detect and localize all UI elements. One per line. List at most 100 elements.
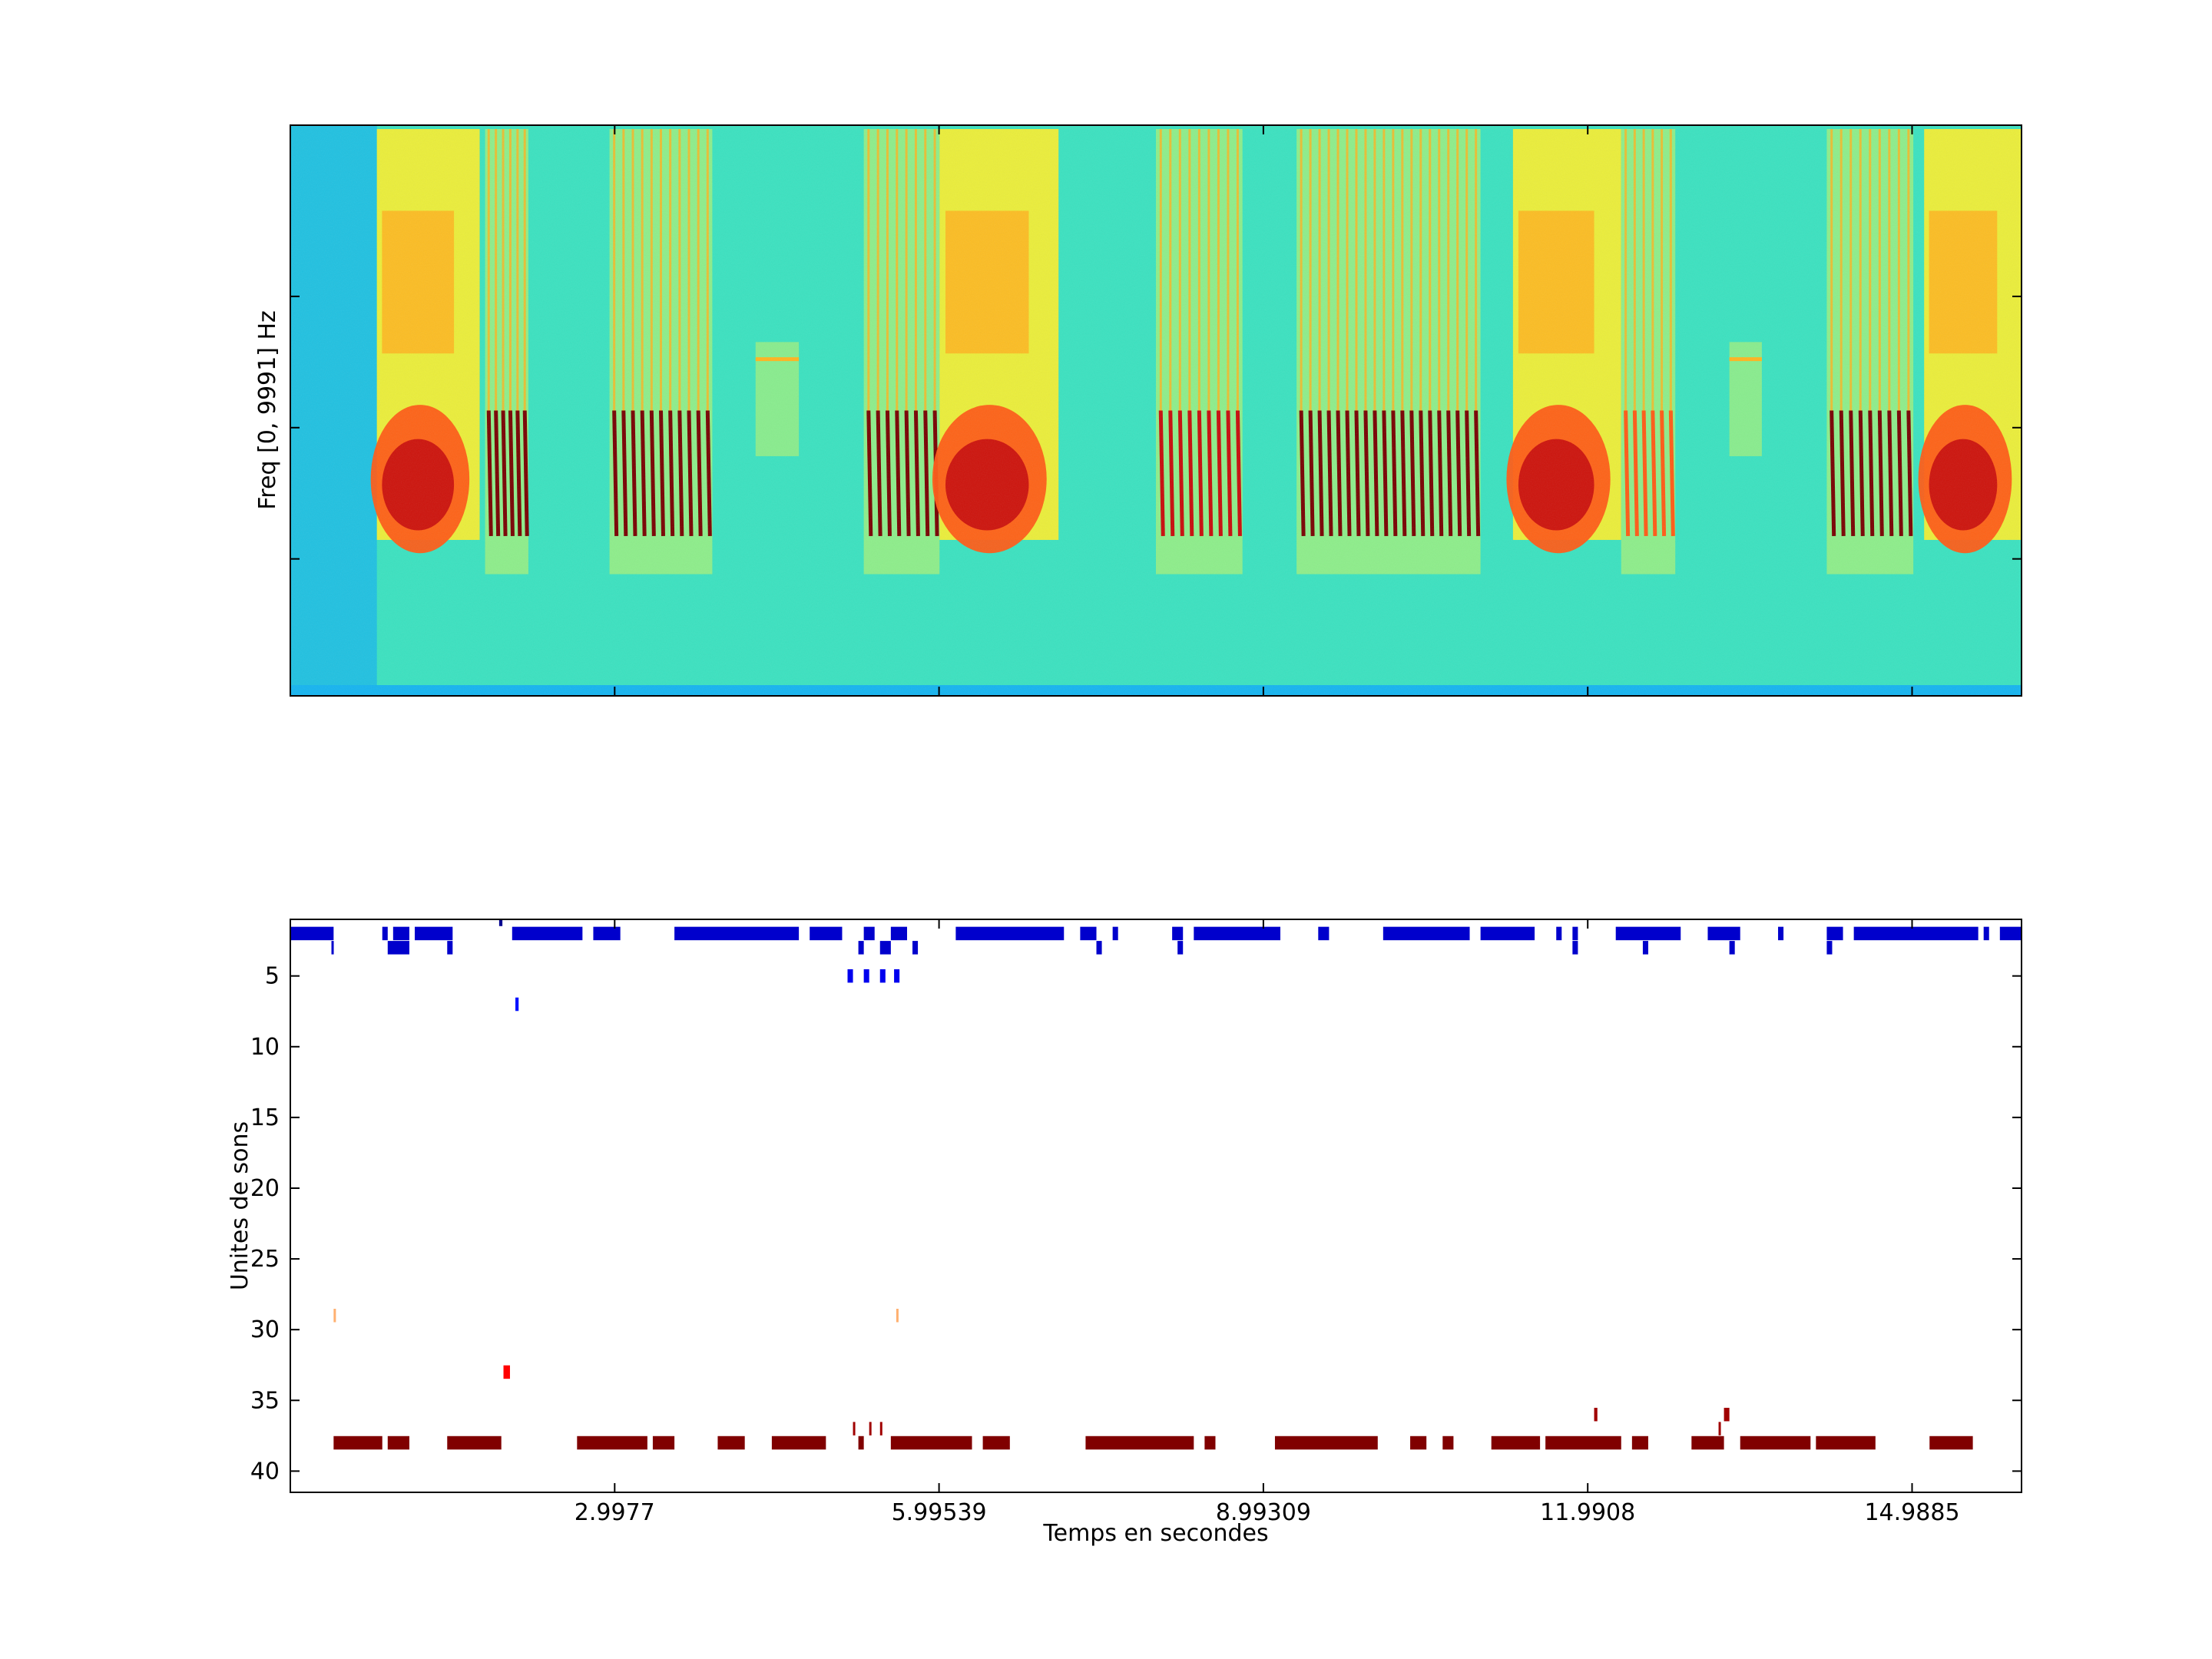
raster-xlabel: Temps en secondes [1042, 1520, 1268, 1547]
raster-background [290, 919, 2022, 1492]
raster-mark-unit-2 [1194, 926, 1281, 941]
raster-mark-unit-2 [863, 926, 875, 941]
raster-mark-unit-5 [894, 969, 900, 983]
raster-ytick-label: 10 [250, 1034, 280, 1061]
raster-xtick-label: 14.9885 [1864, 1499, 1959, 1526]
raster-mark-unit-38 [1410, 1435, 1427, 1450]
raster-mark-unit-38 [1085, 1435, 1194, 1450]
raster-mark-unit-2 [512, 926, 583, 941]
raster-mark-unit-38 [652, 1435, 675, 1450]
raster-mark-unit-2 [1983, 926, 1989, 941]
raster-mark-unit-37 [1718, 1422, 1721, 1435]
raster-mark-unit-3 [912, 941, 919, 955]
raster-ytick-label: 15 [250, 1104, 280, 1131]
raster-ticks: 2.9977 5.99539 8.99309 11.9908 14.9885 5 10 15 2… [250, 919, 2022, 1526]
raster-mark-unit-2 [1112, 926, 1118, 941]
raster-ytick-label: 30 [250, 1316, 280, 1343]
raster-mark-unit-38 [1929, 1435, 1973, 1450]
raster-mark-unit-38 [858, 1435, 864, 1450]
raster-mark-unit-36 [1594, 1407, 1598, 1422]
raster-mark-unit-2 [674, 926, 800, 941]
raster-xtick-label: 2.9977 [575, 1499, 655, 1526]
raster-mark-unit-38 [771, 1435, 826, 1450]
raster-mark-unit-38 [1691, 1435, 1724, 1450]
raster-mark-unit-38 [1491, 1435, 1541, 1450]
raster-mark-unit-2 [1853, 926, 1979, 941]
raster-mark-unit-38 [1740, 1435, 1811, 1450]
spectrogram-ticks [290, 125, 2022, 696]
raster-mark-unit-5 [863, 969, 869, 983]
raster-mark-unit-3 [879, 941, 891, 955]
raster-mark-unit-3 [1096, 941, 1102, 955]
raster-mark-unit-2 [1707, 926, 1740, 941]
raster-mark-unit-2 [810, 926, 843, 941]
raster-ytick-label: 40 [250, 1458, 280, 1485]
spectrogram-panel: Freq [0, 9991] Hz [254, 124, 2022, 697]
raster-mark-unit-38 [1204, 1435, 1216, 1450]
raster-mark-unit-3 [1729, 941, 1735, 955]
raster-ylabel: Unites de sons [227, 1121, 253, 1290]
spectrogram-image [290, 125, 2022, 696]
spectrogram-axes-box [290, 124, 2022, 697]
raster-mark-unit-2 [1778, 926, 1784, 941]
raster-mark-unit-38 [1816, 1435, 1876, 1450]
raster-mark-unit-2 [1999, 926, 2022, 941]
raster-ytick-label: 20 [250, 1175, 280, 1202]
spectrogram-noise-texture [290, 125, 2022, 696]
raster-mark-unit-2 [1572, 926, 1578, 941]
raster-ytick-label: 35 [250, 1387, 280, 1414]
raster-mark-unit-38 [1631, 1435, 1648, 1450]
raster-mark-unit-37 [879, 1422, 882, 1435]
spectrogram-ylabel: Freq [0, 9991] Hz [254, 310, 281, 510]
raster-mark-unit-3 [858, 941, 864, 955]
raster-mark-unit-37 [869, 1422, 872, 1435]
raster-mark-unit-38 [1545, 1435, 1621, 1450]
raster-mark-unit-2 [1318, 926, 1330, 941]
raster-axes-box [290, 919, 2022, 1493]
raster-mark-unit-38 [577, 1435, 647, 1450]
raster-mark-unit-2 [593, 926, 621, 941]
raster-mark-unit-38 [1442, 1435, 1454, 1450]
raster-mark-unit-2 [1556, 926, 1562, 941]
raster-mark-unit-36 [1724, 1407, 1730, 1422]
raster-mark-unit-29 [896, 1309, 899, 1323]
raster-mark-unit-2 [382, 926, 388, 941]
raster-panel: 2.9977 5.99539 8.99309 11.9908 14.9885 5 10 15 2… [227, 919, 2022, 1547]
raster-mark-unit-2 [1382, 926, 1470, 941]
raster-mark-unit-2 [955, 926, 1065, 941]
raster-mark-unit-2 [1080, 926, 1097, 941]
raster-mark-unit-7 [515, 997, 519, 1012]
raster-mark-unit-38 [890, 1435, 972, 1450]
raster-mark-unit-2 [392, 926, 409, 941]
raster-mark-unit-1 [498, 919, 503, 926]
raster-mark-unit-3 [387, 941, 409, 955]
raster-mark-unit-38 [717, 1435, 745, 1450]
raster-mark-unit-3 [1177, 941, 1184, 955]
raster-mark-unit-2 [290, 926, 334, 941]
raster-mark-unit-2 [890, 926, 907, 941]
raster-mark-unit-38 [982, 1435, 1010, 1450]
raster-mark-unit-37 [853, 1422, 856, 1435]
raster-mark-unit-3 [447, 941, 453, 955]
raster-mark-unit-3 [1826, 941, 1833, 955]
raster-mark-unit-2 [415, 926, 453, 941]
raster-mark-unit-2 [1826, 926, 1843, 941]
raster-mark-unit-38 [1274, 1435, 1378, 1450]
raster-mark-unit-38 [447, 1435, 502, 1450]
raster-mark-unit-5 [879, 969, 886, 983]
raster-mark-unit-5 [847, 969, 853, 983]
raster-mark-unit-3 [1572, 941, 1578, 955]
raster-mark-unit-38 [333, 1435, 382, 1450]
raster-ytick-label: 5 [265, 963, 280, 990]
raster-mark-unit-33 [503, 1365, 510, 1379]
raster-xtick-label: 8.99309 [1216, 1499, 1311, 1526]
raster-xtick-label: 5.99539 [892, 1499, 987, 1526]
raster-mark-unit-29 [333, 1309, 336, 1323]
raster-ytick-label: 25 [250, 1246, 280, 1273]
raster-mark-unit-2 [1172, 926, 1184, 941]
raster-mark-unit-3 [1642, 941, 1648, 955]
raster-mark-unit-2 [1480, 926, 1535, 941]
raster-marks [290, 919, 2022, 1450]
raster-mark-unit-38 [387, 1435, 409, 1450]
